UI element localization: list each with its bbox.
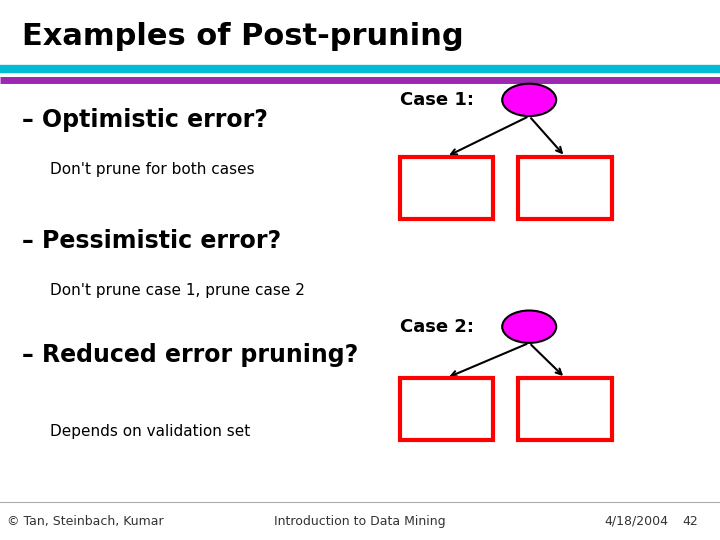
Text: Don't prune for both cases: Don't prune for both cases <box>50 162 255 177</box>
Text: C0: 2
C1: 4: C0: 2 C1: 4 <box>541 165 589 210</box>
Text: Depends on validation set: Depends on validation set <box>50 424 251 439</box>
Text: Case 1:: Case 1: <box>400 91 474 109</box>
Text: Don't prune case 1, prune case 2: Don't prune case 1, prune case 2 <box>50 284 305 299</box>
Text: 42: 42 <box>683 515 698 528</box>
FancyBboxPatch shape <box>400 157 493 219</box>
Text: 4/18/2004: 4/18/2004 <box>605 515 669 528</box>
Text: © Tan, Steinbach, Kumar: © Tan, Steinbach, Kumar <box>7 515 164 528</box>
Text: – Pessimistic error?: – Pessimistic error? <box>22 230 281 253</box>
Ellipse shape <box>503 310 557 343</box>
Ellipse shape <box>503 84 557 116</box>
Text: Case 2:: Case 2: <box>400 318 474 336</box>
Text: Examples of Post-pruning: Examples of Post-pruning <box>22 22 463 51</box>
Text: – Optimistic error?: – Optimistic error? <box>22 108 267 132</box>
FancyBboxPatch shape <box>518 157 612 219</box>
Text: – Reduced error pruning?: – Reduced error pruning? <box>22 343 358 367</box>
Text: C0: 2
C1: 2: C0: 2 C1: 2 <box>541 387 589 431</box>
Text: Introduction to Data Mining: Introduction to Data Mining <box>274 515 446 528</box>
FancyBboxPatch shape <box>400 378 493 440</box>
FancyBboxPatch shape <box>518 378 612 440</box>
Text: C0: 14
C1: 3: C0: 14 C1: 3 <box>417 387 476 431</box>
Text: C0: 11
C1: 3: C0: 11 C1: 3 <box>417 165 476 210</box>
